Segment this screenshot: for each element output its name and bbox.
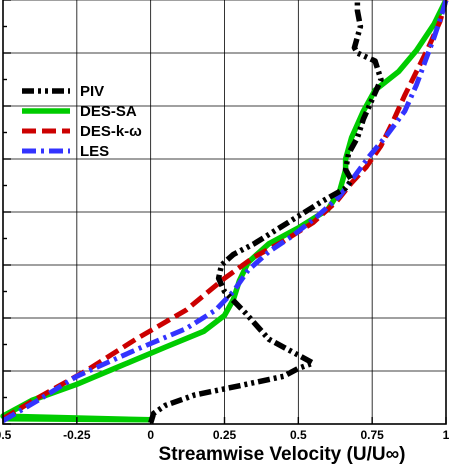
grid [2,0,447,425]
x-tick-label: 0.5 [0,428,12,442]
series-line-piv [148,0,384,424]
legend-label: DES-k-ω [80,123,142,140]
x-tick-label: -0.25 [63,428,91,442]
legend-label: DES-SA [80,103,137,120]
x-axis-title: Streamwise Velocity (U/U∞) [159,444,406,465]
x-tick-label: 0.25 [213,428,237,442]
legend-label: LES [80,143,109,160]
x-tick-label: 0 [147,428,154,442]
x-tick-label: 1 [443,428,450,442]
x-tick-label: 0.75 [360,428,384,442]
ticks [2,0,447,425]
series-line-les [1,0,449,423]
x-tick-label: 0.5 [290,428,307,442]
x-tick-labels: 0.5 -0.25 0 0.25 0.5 0.75 1 [0,428,450,442]
legend-label: PIV [80,83,104,100]
series-layer [0,0,449,424]
series-line-des-k- [1,0,449,421]
legend: PIV DES-SA DES-k-ω LES [22,83,142,160]
